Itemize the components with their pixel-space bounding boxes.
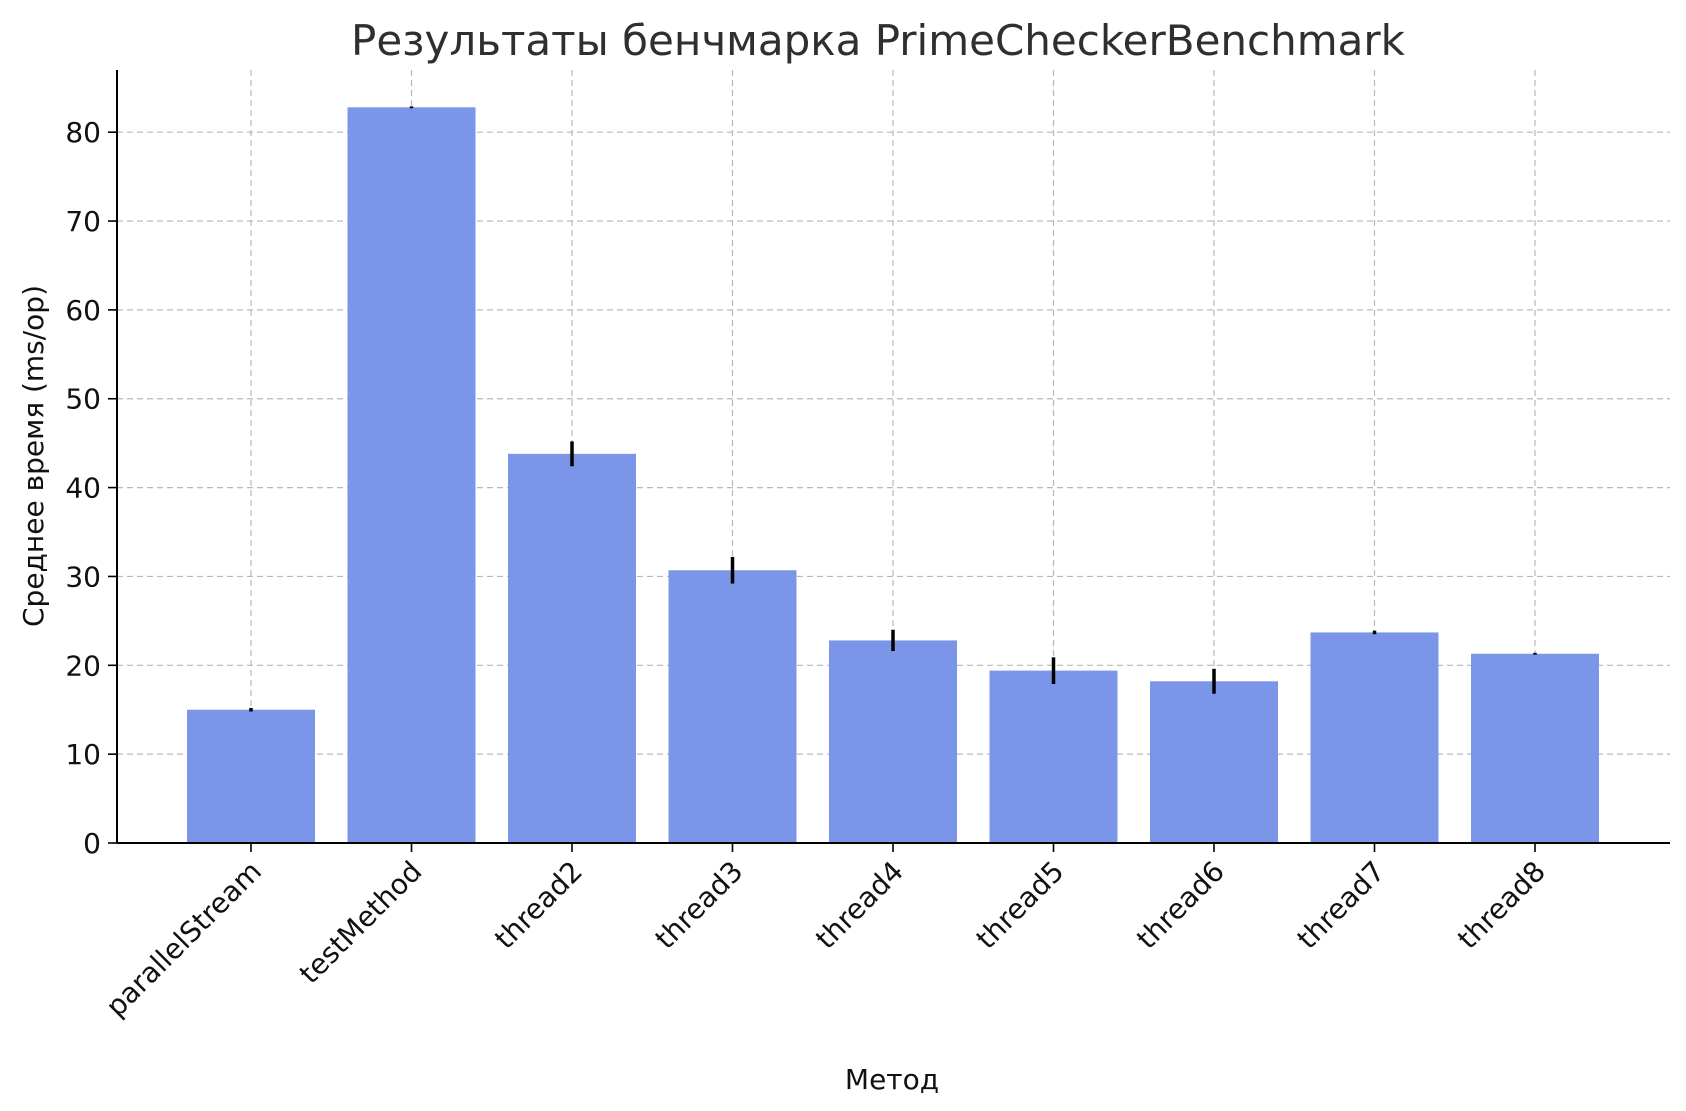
bar-thread6 xyxy=(1150,681,1278,843)
error-bars-layer xyxy=(249,106,1537,712)
x-tick-label: thread4 xyxy=(809,855,910,956)
labels-layer: 0 10 20 30 40 50 60 70 80 parallelStream testMetho… xyxy=(65,116,1552,1023)
chart-title: Результаты бенчмарка PrimeCheckerBenchma… xyxy=(351,16,1406,65)
y-tick-label: 20 xyxy=(65,649,101,682)
y-tick-label: 60 xyxy=(65,294,101,327)
bar-thread7 xyxy=(1310,632,1439,843)
bar-thread3 xyxy=(668,570,797,843)
bar-thread4 xyxy=(829,640,957,843)
bars-layer xyxy=(187,107,1599,843)
y-tick-label: 80 xyxy=(65,116,101,149)
bar-thread8 xyxy=(1471,653,1599,843)
y-tick-label: 0 xyxy=(83,827,101,860)
bar-thread5 xyxy=(989,670,1118,843)
axes-layer xyxy=(108,70,1670,852)
x-tick-label: thread8 xyxy=(1451,855,1552,956)
y-axis-title: Среднее время (ms/op) xyxy=(17,285,50,627)
x-tick-label: testMethod xyxy=(293,855,429,991)
y-tick-label: 40 xyxy=(65,472,101,505)
x-axis-title: Метод xyxy=(845,1063,939,1096)
bar-thread2 xyxy=(508,453,636,843)
bar-parallelStream xyxy=(187,709,315,843)
x-tick-label: parallelStream xyxy=(99,855,268,1024)
x-tick-label: thread5 xyxy=(970,855,1071,956)
x-tick-label: thread2 xyxy=(488,855,589,956)
y-tick-label: 70 xyxy=(65,205,101,238)
x-tick-label: thread3 xyxy=(649,855,750,956)
y-tick-label: 30 xyxy=(65,560,101,593)
x-tick-label: thread6 xyxy=(1130,855,1231,956)
y-tick-label: 50 xyxy=(65,383,101,416)
x-tick-label: thread7 xyxy=(1291,855,1392,956)
bar-testMethod xyxy=(347,107,476,843)
y-tick-label: 10 xyxy=(65,738,101,771)
